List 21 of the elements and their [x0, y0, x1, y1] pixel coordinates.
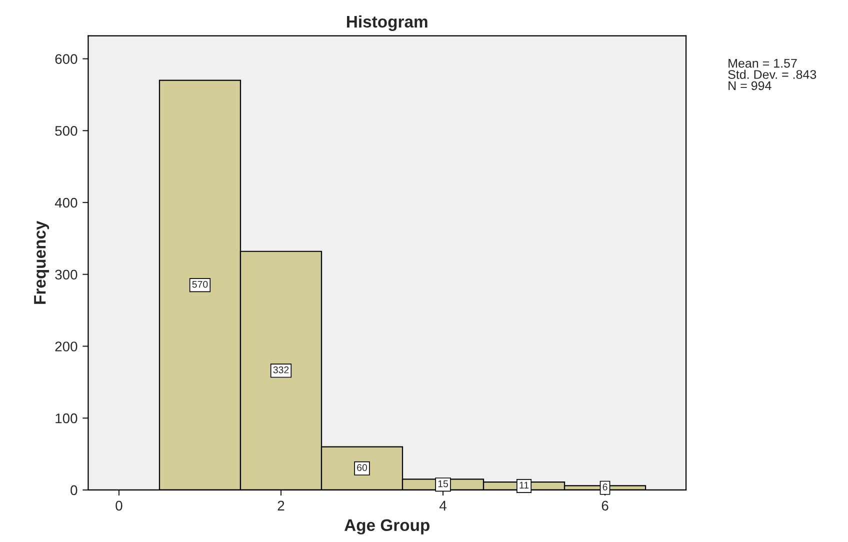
y-tick-label: 0 [70, 485, 78, 496]
y-tick-label: 300 [55, 270, 78, 280]
y-tick-label: 600 [55, 54, 78, 64]
data-label: 570 [192, 280, 208, 288]
data-label: 332 [273, 366, 289, 374]
y-tick-label: 200 [55, 342, 78, 352]
y-tick-label: 500 [55, 126, 78, 136]
y-tick-label: 100 [56, 413, 78, 424]
x-tick-label: 0 [116, 500, 122, 511]
data-label: 15 [438, 480, 448, 488]
text: Mean = 1.57 Std. Dev. = .843 N = 994 [728, 58, 816, 90]
x-tick-label: 6 [602, 500, 608, 511]
chart-title: Histogram [347, 15, 428, 31]
y-tick-label: 400 [54, 198, 78, 208]
x-tick-label: 4 [439, 500, 446, 510]
data-label: 6 [602, 484, 608, 490]
data-label: 11 [520, 482, 529, 489]
x-axis-title: Age Group [344, 519, 430, 534]
y-axis-title: Frequency [34, 220, 50, 304]
data-label: 60 [357, 464, 368, 472]
x-tick-label: 2 [278, 500, 284, 510]
